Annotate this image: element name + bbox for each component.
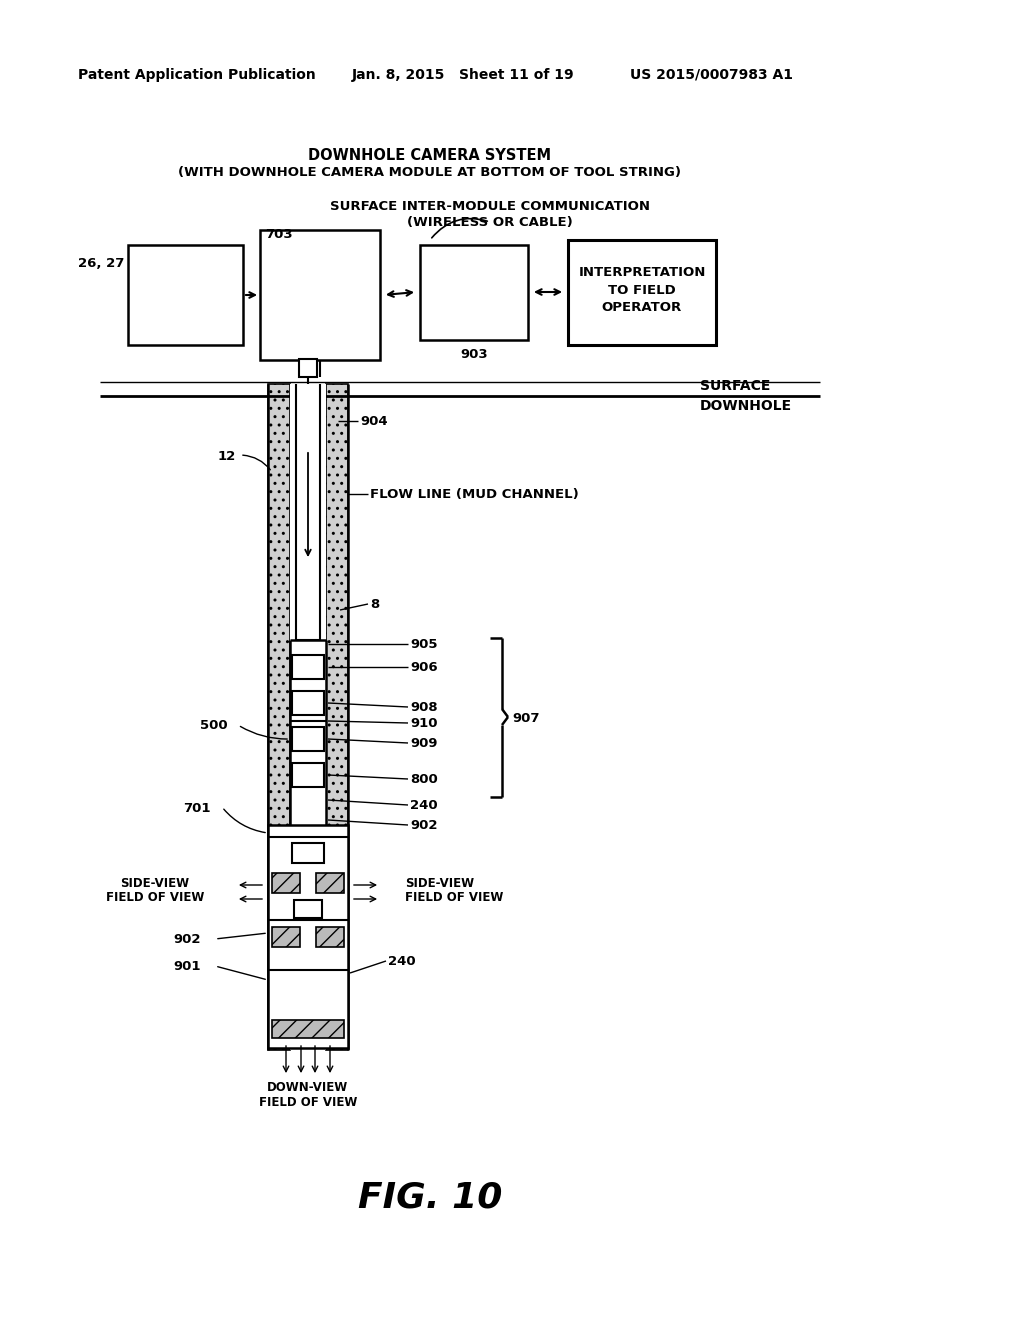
Text: 907: 907 bbox=[512, 711, 540, 725]
Text: 905: 905 bbox=[410, 638, 437, 651]
Text: FLOW LINE (MUD CHANNEL): FLOW LINE (MUD CHANNEL) bbox=[370, 488, 579, 502]
Text: 8: 8 bbox=[370, 598, 379, 611]
Text: FIG. 10: FIG. 10 bbox=[357, 1180, 502, 1214]
Bar bbox=[260, 230, 380, 360]
Bar bbox=[316, 873, 344, 894]
Bar bbox=[292, 655, 324, 678]
Text: 901: 901 bbox=[173, 960, 201, 973]
Text: 909: 909 bbox=[410, 737, 437, 750]
Bar bbox=[568, 240, 716, 345]
Text: (WIRELESS OR CABLE): (WIRELESS OR CABLE) bbox=[408, 216, 572, 228]
Bar bbox=[272, 927, 300, 946]
Text: 902: 902 bbox=[173, 933, 201, 946]
Text: 240: 240 bbox=[388, 954, 416, 968]
Bar bbox=[268, 825, 348, 1048]
Bar bbox=[294, 900, 322, 917]
Bar bbox=[128, 246, 243, 345]
Text: 703: 703 bbox=[265, 228, 293, 242]
Text: SURFACE INTER-MODULE COMMUNICATION: SURFACE INTER-MODULE COMMUNICATION bbox=[330, 201, 650, 213]
Text: Patent Application Publication: Patent Application Publication bbox=[78, 69, 315, 82]
Bar bbox=[299, 359, 317, 378]
Text: Jan. 8, 2015   Sheet 11 of 19: Jan. 8, 2015 Sheet 11 of 19 bbox=[352, 69, 574, 82]
Text: INTERPRETATION: INTERPRETATION bbox=[579, 267, 706, 279]
Text: 12: 12 bbox=[218, 450, 237, 463]
Bar bbox=[272, 1020, 344, 1038]
Text: 906: 906 bbox=[410, 661, 437, 675]
Text: SURFACE: SURFACE bbox=[700, 379, 770, 393]
Bar bbox=[268, 384, 290, 1049]
Text: FIELD OF VIEW: FIELD OF VIEW bbox=[105, 891, 204, 904]
Bar bbox=[272, 873, 300, 894]
Bar bbox=[292, 843, 324, 863]
Text: TO FIELD: TO FIELD bbox=[608, 284, 676, 297]
Text: US 2015/0007983 A1: US 2015/0007983 A1 bbox=[630, 69, 793, 82]
Bar bbox=[292, 690, 324, 715]
Text: SIDE-VIEW: SIDE-VIEW bbox=[121, 876, 189, 890]
Text: (WITH DOWNHOLE CAMERA MODULE AT BOTTOM OF TOOL STRING): (WITH DOWNHOLE CAMERA MODULE AT BOTTOM O… bbox=[178, 166, 682, 180]
Text: OPERATOR: OPERATOR bbox=[602, 301, 682, 314]
Text: 908: 908 bbox=[410, 701, 437, 714]
Text: 904: 904 bbox=[360, 414, 388, 428]
Text: 26, 27: 26, 27 bbox=[78, 257, 124, 271]
Bar bbox=[292, 763, 324, 787]
Text: SIDE-VIEW: SIDE-VIEW bbox=[406, 876, 474, 890]
Text: 903: 903 bbox=[460, 348, 487, 360]
Text: 800: 800 bbox=[410, 774, 437, 785]
Text: FIELD OF VIEW: FIELD OF VIEW bbox=[259, 1096, 357, 1109]
Text: DOWN-VIEW: DOWN-VIEW bbox=[267, 1081, 348, 1094]
Bar bbox=[420, 246, 528, 341]
Bar bbox=[326, 384, 348, 1049]
Bar bbox=[316, 927, 344, 946]
Bar bbox=[292, 727, 324, 751]
Bar bbox=[290, 384, 326, 1049]
Text: 701: 701 bbox=[183, 803, 211, 814]
Text: 500: 500 bbox=[200, 719, 227, 733]
Text: 240: 240 bbox=[410, 799, 437, 812]
Text: 902: 902 bbox=[410, 818, 437, 832]
Text: DOWNHOLE: DOWNHOLE bbox=[700, 399, 793, 413]
Text: FIELD OF VIEW: FIELD OF VIEW bbox=[406, 891, 504, 904]
Text: DOWNHOLE CAMERA SYSTEM: DOWNHOLE CAMERA SYSTEM bbox=[308, 148, 552, 162]
Text: 910: 910 bbox=[410, 717, 437, 730]
